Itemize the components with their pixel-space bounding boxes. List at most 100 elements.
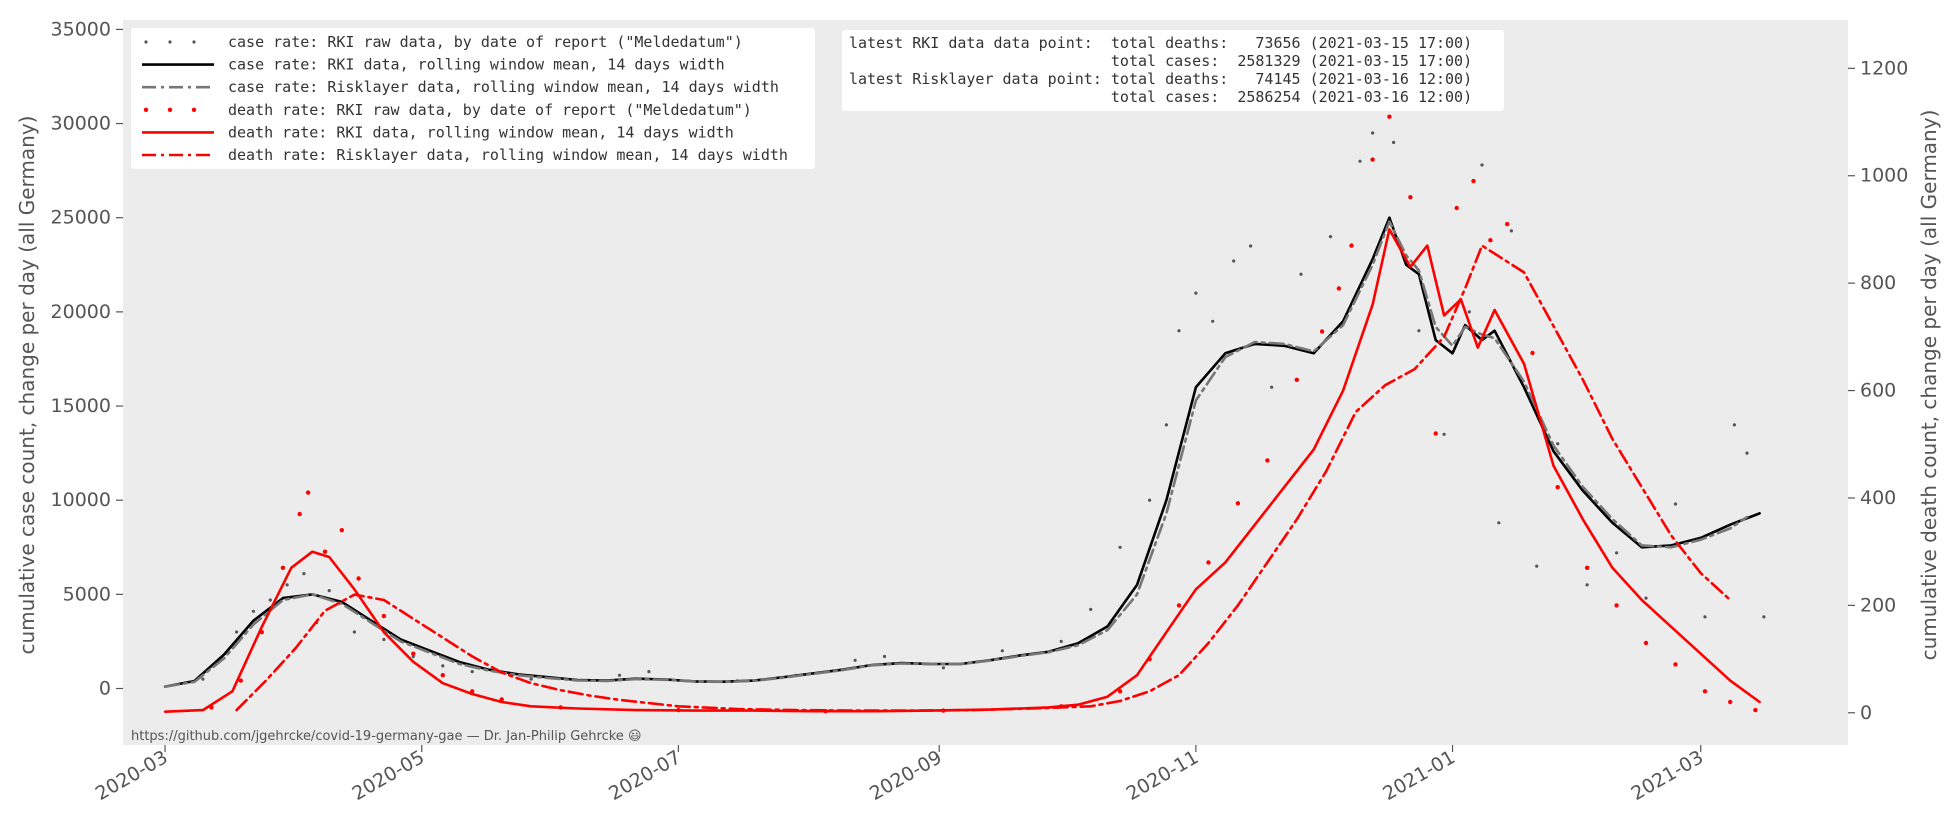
legend-entry-1: case rate: RKI data, rolling window mean… [142, 56, 725, 74]
series-4-point-12 [470, 670, 474, 674]
series-4-point-46 [1585, 583, 1589, 587]
series-5-point-4 [297, 511, 302, 517]
series-4-point-22 [1059, 639, 1063, 644]
series-4-point-4 [285, 583, 289, 587]
series-5-point-29 [1370, 157, 1375, 162]
y2-tick-label-0: 0 [1860, 702, 1872, 724]
legend: case rate: RKI raw data, by date of repo… [131, 28, 815, 169]
series-5-point-36 [1505, 221, 1510, 227]
series-4-point-38 [1417, 329, 1421, 333]
series-5-point-5 [305, 490, 311, 495]
legend-swatch-3-dot-2 [191, 107, 197, 113]
y-axis-label: cumulative case count, change per day (a… [15, 116, 39, 655]
x-tick-label-1: 2020-05 [348, 746, 428, 805]
series-4-point-8 [352, 630, 356, 634]
series-5-point-37 [1530, 350, 1535, 356]
info-line-4: total cases: 2586254 (2021-03-16 12:00) [849, 88, 1472, 106]
legend-swatch-3-dot-0 [143, 107, 149, 113]
y-tick-label-3: 15000 [51, 395, 111, 417]
series-4-points [201, 131, 1766, 683]
series-4-point-53 [1762, 615, 1766, 619]
legend-label-2: case rate: Risklayer data, rolling windo… [228, 78, 779, 96]
series-5-point-35 [1488, 238, 1493, 243]
series-4-point-7 [327, 589, 331, 593]
series-5-point-28 [1349, 243, 1354, 248]
x-tick-label-4: 2020-11 [1123, 746, 1203, 805]
y2-axis-label: cumulative death count, change per day (… [1917, 110, 1941, 661]
y2-tick-label-6: 1200 [1860, 57, 1908, 79]
info-line-2: total cases: 2581329 (2021-03-15 17:00) [849, 52, 1472, 70]
legend-label-3: death rate: RKI raw data, by date of rep… [228, 101, 752, 119]
series-4-point-15 [647, 670, 651, 674]
series-4-point-23 [1089, 607, 1093, 612]
series-2-line [163, 228, 1761, 713]
y2-tick-label-4: 800 [1860, 272, 1896, 294]
series-5-point-30 [1387, 114, 1392, 119]
series-4-point-40 [1467, 310, 1471, 314]
series-4-point-24 [1118, 545, 1122, 549]
info-box: latest RKI data data point: total deaths… [842, 30, 1504, 111]
series-4-point-11 [441, 664, 445, 668]
series-4-point-43 [1509, 229, 1513, 233]
series-5-point-39 [1584, 565, 1590, 570]
series-4-point-44 [1535, 564, 1539, 568]
series-4-point-3 [268, 598, 272, 602]
legend-box [131, 28, 815, 169]
series-4-point-21 [1000, 649, 1004, 653]
series-5-point-38 [1555, 485, 1560, 490]
series-4-point-30 [1232, 259, 1236, 263]
series-3-line [235, 244, 1732, 712]
x-tick-label-5: 2021-01 [1379, 746, 1459, 805]
legend-swatch-0-dot-0 [144, 40, 148, 44]
series-4-point-20 [941, 666, 946, 670]
series-4-point-13 [529, 677, 533, 681]
y-tick-label-4: 20000 [51, 301, 111, 323]
series-4-point-45 [1556, 442, 1560, 446]
legend-swatch-0-dot-1 [168, 40, 172, 44]
series-5-point-7 [339, 528, 344, 533]
legend-label-4: death rate: RKI data, rolling window mea… [228, 123, 734, 141]
y2-tick-label-3: 600 [1860, 380, 1896, 402]
series-4-point-34 [1328, 235, 1333, 239]
legend-label-0: case rate: RKI raw data, by date of repo… [228, 33, 743, 51]
series-5-point-32 [1433, 431, 1438, 436]
y-tick-label-1: 5000 [63, 583, 111, 605]
y-tick-label-5: 25000 [51, 207, 111, 229]
series-4-point-31 [1249, 244, 1253, 248]
legend-entry-0: case rate: RKI raw data, by date of repo… [144, 33, 743, 51]
x-tick-label-2: 2020-07 [605, 746, 685, 805]
series-4-point-9 [382, 637, 386, 642]
info-line-3: latest Risklayer data point: total death… [849, 70, 1472, 88]
x-tick-label-3: 2020-09 [866, 746, 946, 805]
info-line-1: latest RKI data data point: total deaths… [849, 34, 1472, 52]
series-5-point-43 [1702, 689, 1708, 694]
legend-entries: case rate: RKI raw data, by date of repo… [142, 33, 788, 164]
series-5-point-45 [1753, 707, 1758, 713]
series-5-point-31 [1408, 195, 1413, 200]
series-4-point-32 [1270, 385, 1274, 389]
info-box-background [842, 30, 1504, 111]
series-5-point-27 [1336, 286, 1342, 291]
series-1-line [163, 220, 1749, 688]
series-5-point-40 [1614, 603, 1619, 608]
series-4-point-25 [1148, 498, 1152, 502]
series-5-point-11 [440, 673, 445, 678]
legend-label-5: death rate: Risklayer data, rolling wind… [228, 146, 788, 164]
series-4-point-19 [882, 654, 887, 659]
series-4-point-5 [302, 572, 306, 576]
series-4-point-33 [1299, 272, 1303, 276]
series-4-point-2 [251, 609, 255, 613]
series-4-point-27 [1177, 329, 1181, 333]
series-layer [163, 114, 1766, 714]
legend-entry-4: death rate: RKI data, rolling window mea… [142, 123, 734, 141]
series-5-point-33 [1454, 205, 1459, 211]
series-4-point-18 [853, 658, 857, 662]
series-4-point-41 [1480, 163, 1484, 167]
series-4-point-47 [1615, 551, 1619, 555]
x-tick-label-6: 2021-03 [1627, 746, 1707, 805]
series-4-point-36 [1371, 131, 1375, 135]
series-5-point-1 [238, 678, 243, 683]
y-tick-label-2: 10000 [51, 489, 111, 511]
